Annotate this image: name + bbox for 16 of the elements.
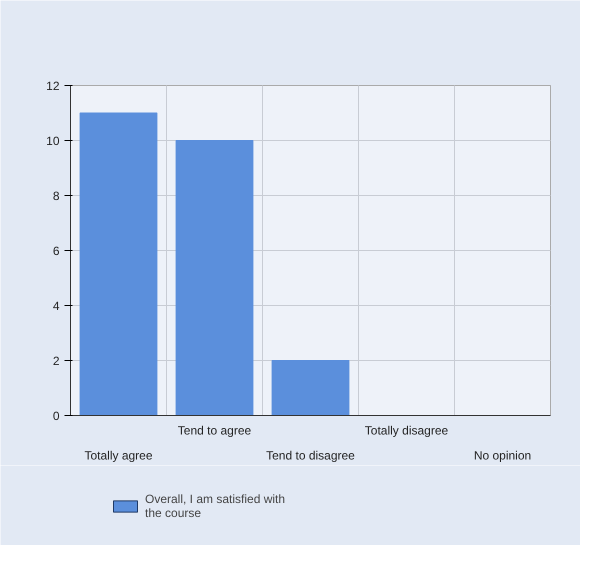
- bar: [80, 112, 158, 416]
- x-tick-label: Totally disagree: [364, 424, 449, 438]
- y-tick-label: 4: [52, 299, 60, 313]
- x-tick-label: Totally agree: [84, 448, 153, 462]
- bar: [176, 140, 254, 416]
- y-tick-label: 10: [46, 134, 60, 148]
- y-tick-label: 8: [52, 189, 60, 203]
- y-tick-label: 12: [46, 79, 60, 93]
- y-tick-label: 6: [52, 244, 60, 258]
- legend-label: Overall, I am satisfied with the course: [145, 492, 286, 520]
- x-tick-label: Tend to disagree: [266, 448, 356, 462]
- bar: [272, 360, 350, 416]
- y-tick-label: 2: [52, 354, 60, 368]
- y-tick-label: 0: [52, 409, 60, 423]
- x-tick-label: No opinion: [474, 448, 532, 462]
- x-tick-label: Tend to agree: [178, 424, 252, 438]
